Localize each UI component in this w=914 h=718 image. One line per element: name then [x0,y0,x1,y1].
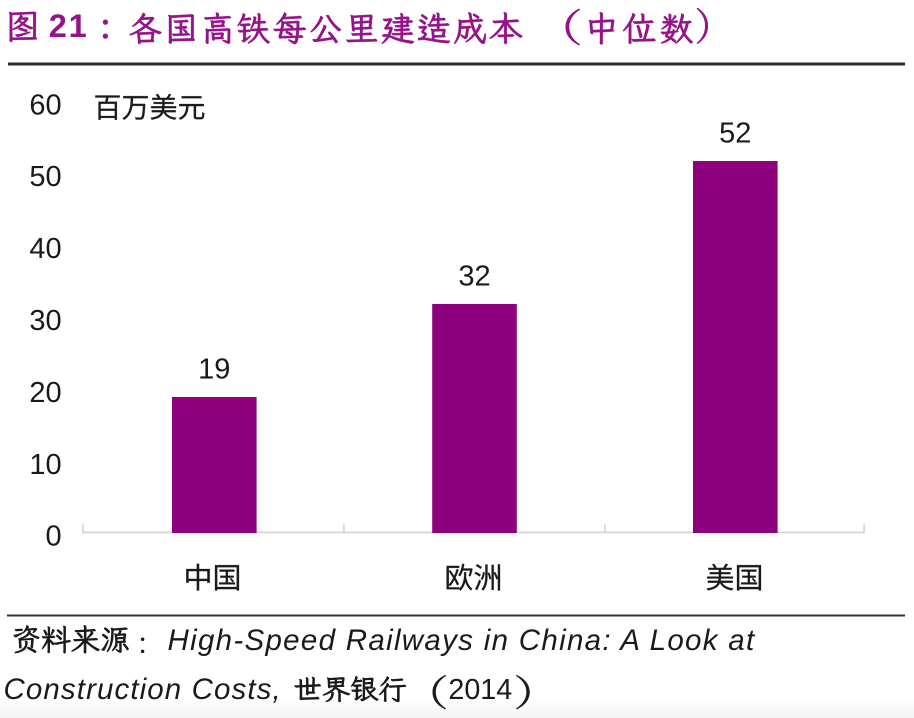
svg-text:32: 32 [458,261,490,293]
svg-text:60: 60 [29,89,61,121]
svg-text:10: 10 [29,449,61,481]
svg-text:20: 20 [29,377,61,409]
svg-text:52: 52 [719,118,751,150]
svg-text:Construction Costs,: Construction Costs, [4,673,282,706]
svg-text:40: 40 [29,233,61,265]
svg-text:0: 0 [46,521,62,553]
svg-text:50: 50 [29,161,61,193]
svg-text:21: 21 [49,8,89,44]
svg-text:High-Speed Railways in China:: High-Speed Railways in China: A Look at [168,624,756,657]
svg-text:30: 30 [29,305,61,337]
svg-text:2014: 2014 [448,674,512,706]
svg-text:19: 19 [198,354,230,386]
